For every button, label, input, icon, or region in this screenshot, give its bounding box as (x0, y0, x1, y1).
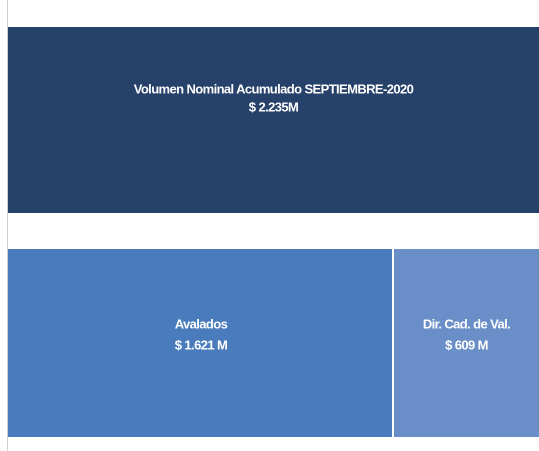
value-label: $ 609 M (445, 337, 488, 352)
category-box (393, 249, 539, 437)
category-box (8, 249, 392, 437)
total-box (8, 27, 539, 213)
category-label: Dir. Cad. de Val. (423, 316, 510, 331)
category-label: Avalados (175, 316, 228, 331)
value-label: $ 1.621 M (175, 337, 227, 352)
total-label: $ 2.235M (249, 99, 298, 114)
total-title: Volumen Nominal Acumulado SEPTIEMBRE-202… (134, 81, 414, 96)
